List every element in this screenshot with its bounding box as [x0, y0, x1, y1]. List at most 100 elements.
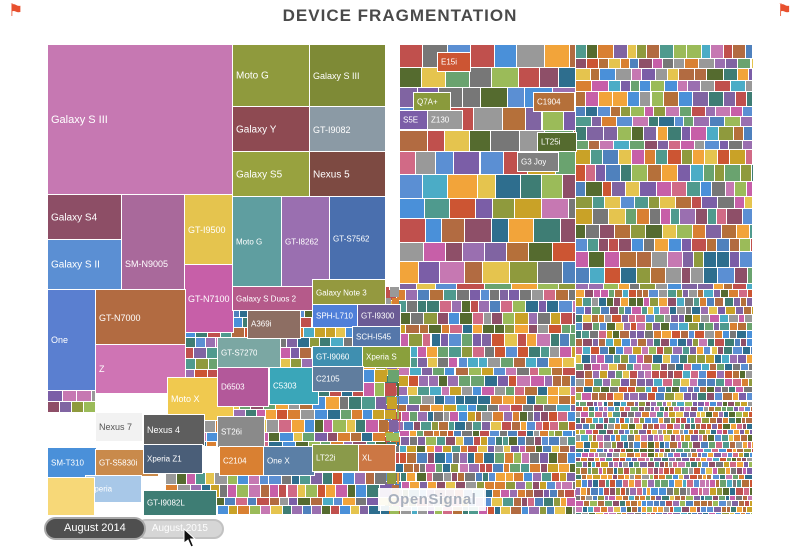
treemap-tile: [660, 500, 665, 507]
treemap-tile: [605, 251, 620, 268]
treemap-tile: [459, 453, 468, 464]
device-label: GT-N7100: [188, 293, 230, 304]
treemap-tile: [601, 462, 609, 468]
treemap-tile: [473, 325, 482, 334]
treemap-tile: [391, 298, 399, 307]
treemap-tile: [582, 331, 589, 339]
treemap-tile: [736, 448, 744, 452]
treemap-tile: [693, 339, 699, 347]
device-label: SCH-I545: [356, 332, 392, 342]
treemap-tile: [623, 495, 629, 500]
treemap-tile: [657, 126, 668, 140]
treemap-tile: [684, 412, 689, 417]
treemap-tile: [598, 468, 602, 475]
treemap-tile: [462, 301, 470, 312]
device-block-gt-s7270: GT-S7270: [218, 338, 280, 368]
treemap-tile: [704, 150, 717, 165]
treemap-tile: [624, 429, 629, 434]
treemap-tile: [651, 488, 659, 495]
treemap-tile: [729, 513, 734, 515]
treemap-tile: [735, 495, 742, 500]
treemap-tile: [717, 402, 722, 406]
treemap-tile: [225, 497, 236, 506]
treemap-tile: [654, 457, 662, 462]
treemap-tile: [587, 58, 598, 68]
treemap-tile: [228, 485, 236, 497]
treemap-tile: [686, 500, 693, 507]
treemap-tile: [708, 434, 715, 442]
treemap-tile: [739, 238, 750, 251]
treemap-tile: [422, 396, 434, 405]
treemap-tile: [684, 364, 692, 371]
treemap-tile: [248, 497, 257, 506]
treemap-tile: [187, 473, 196, 485]
treemap-tile: [612, 500, 620, 507]
treemap-tile: [206, 338, 216, 347]
treemap-tile: [576, 386, 584, 392]
treemap-tile: [734, 197, 744, 209]
treemap-tile: [673, 45, 687, 58]
treemap-tile: [471, 45, 494, 68]
treemap-tile: [682, 507, 690, 513]
treemap-tile: [418, 357, 428, 367]
treemap-tile: [539, 507, 546, 514]
treemap-tile: [571, 396, 575, 405]
treemap-tile: [730, 323, 738, 331]
treemap-tile: [604, 283, 618, 289]
treemap-tile: [482, 386, 494, 396]
treemap-tile: [668, 290, 676, 297]
treemap-tile: [606, 452, 612, 457]
treemap-tile: [624, 406, 631, 412]
treemap-tile: [526, 445, 536, 453]
treemap-tile: [672, 402, 677, 406]
treemap-tile: [631, 457, 638, 462]
treemap-tile: [748, 379, 752, 386]
treemap-tile: [536, 445, 543, 453]
treemap-tile: [706, 392, 714, 401]
treemap-tile: [491, 219, 509, 243]
treemap-tile: [518, 489, 526, 497]
treemap-tile: [605, 165, 620, 181]
toggle-august-2015[interactable]: August 2015: [135, 518, 224, 539]
treemap-tile: [595, 423, 603, 429]
device-label: Galaxy S III: [313, 71, 360, 81]
treemap-tile: [310, 473, 322, 485]
treemap-tile: [572, 312, 575, 325]
treemap-tile: [546, 301, 559, 312]
treemap-tile: [427, 473, 433, 482]
treemap-tile: [620, 297, 629, 306]
treemap-tile: [553, 497, 560, 507]
treemap-tile: [343, 338, 355, 347]
treemap-tile: [580, 402, 586, 406]
treemap-tile: [467, 445, 477, 453]
treemap-tile: [529, 464, 540, 473]
treemap-tile: [631, 507, 637, 513]
treemap-tile: [520, 422, 527, 430]
treemap-tile: [730, 106, 742, 116]
treemap-tile: [505, 325, 514, 334]
treemap-tile: [709, 417, 716, 423]
treemap-tile: [665, 500, 673, 507]
treemap-tile: [576, 126, 587, 140]
treemap-tile: [636, 315, 645, 323]
treemap-tile: [740, 297, 747, 306]
treemap-tile: [400, 473, 407, 482]
treemap-tile: [747, 468, 752, 475]
toggle-august-2014[interactable]: August 2014: [44, 517, 146, 541]
treemap-tile: [680, 423, 684, 429]
treemap-tile: [599, 429, 606, 434]
treemap-tile: [608, 423, 614, 429]
treemap-tile: [315, 409, 328, 419]
treemap-tile: [726, 406, 733, 412]
treemap-tile: [641, 68, 655, 80]
treemap-tile: [576, 417, 580, 423]
treemap-tile: [644, 141, 657, 150]
treemap-tile: [417, 347, 426, 357]
treemap-tile: [573, 507, 575, 514]
treemap-tile: [615, 495, 623, 500]
treemap-tile: [694, 68, 707, 80]
treemap-tile: [514, 386, 524, 396]
treemap-tile: [748, 462, 752, 468]
treemap-tile: [591, 297, 598, 306]
treemap-tile: [735, 306, 744, 315]
